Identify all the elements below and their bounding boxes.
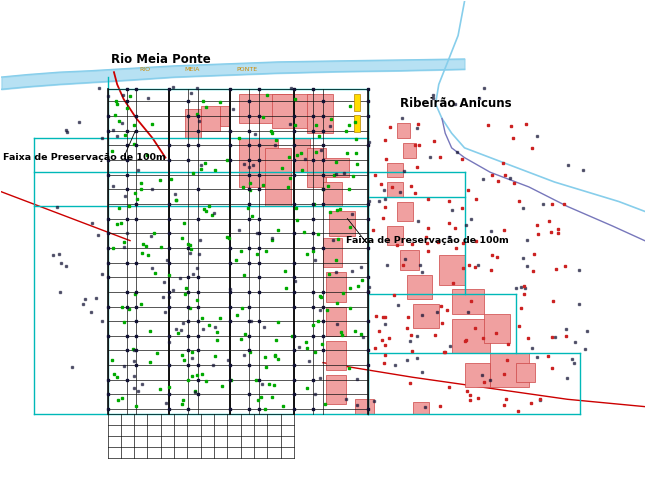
Bar	[397, 202, 413, 221]
Bar	[326, 306, 346, 336]
Bar	[354, 115, 360, 132]
Bar	[464, 363, 490, 387]
Bar	[294, 138, 310, 172]
Bar	[413, 304, 439, 328]
Text: Ribeirão Anicuns: Ribeirão Anicuns	[400, 97, 512, 110]
Bar	[307, 94, 333, 133]
Bar	[413, 402, 429, 414]
Text: Rio Meia Ponte: Rio Meia Ponte	[110, 54, 211, 66]
Bar	[388, 226, 403, 246]
Text: RIO: RIO	[140, 67, 151, 72]
Bar	[271, 94, 310, 128]
Bar	[326, 375, 346, 404]
Bar	[452, 319, 490, 353]
Bar	[323, 158, 349, 177]
Text: Faixa de Preservação de 100m: Faixa de Preservação de 100m	[3, 153, 165, 162]
Bar	[355, 399, 375, 414]
Bar	[329, 211, 355, 236]
Bar	[354, 94, 360, 111]
Bar	[490, 353, 529, 387]
Bar	[516, 363, 536, 382]
Bar	[220, 107, 230, 126]
Bar	[326, 273, 346, 301]
Bar	[403, 143, 416, 158]
Bar	[307, 148, 326, 187]
Bar	[397, 123, 410, 138]
Bar	[249, 138, 275, 158]
Text: PONTE: PONTE	[236, 67, 257, 72]
Bar	[326, 341, 346, 370]
Bar	[484, 314, 510, 343]
Bar	[452, 289, 484, 314]
Bar	[406, 275, 432, 299]
Text: MEIA: MEIA	[185, 67, 200, 72]
Bar	[240, 94, 291, 123]
Bar	[265, 148, 291, 206]
Bar	[323, 182, 342, 206]
Bar	[240, 138, 278, 187]
Bar	[388, 182, 403, 197]
Bar	[388, 163, 403, 177]
Text: Faixa de Preservação de 100m: Faixa de Preservação de 100m	[346, 236, 508, 245]
Bar	[323, 238, 342, 268]
Bar	[439, 255, 464, 285]
Bar	[400, 250, 419, 270]
Bar	[185, 109, 201, 138]
Bar	[201, 107, 220, 131]
